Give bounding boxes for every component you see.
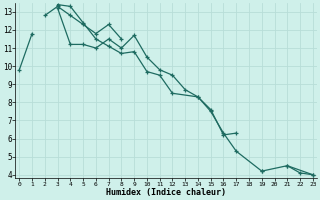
- X-axis label: Humidex (Indice chaleur): Humidex (Indice chaleur): [106, 188, 226, 197]
